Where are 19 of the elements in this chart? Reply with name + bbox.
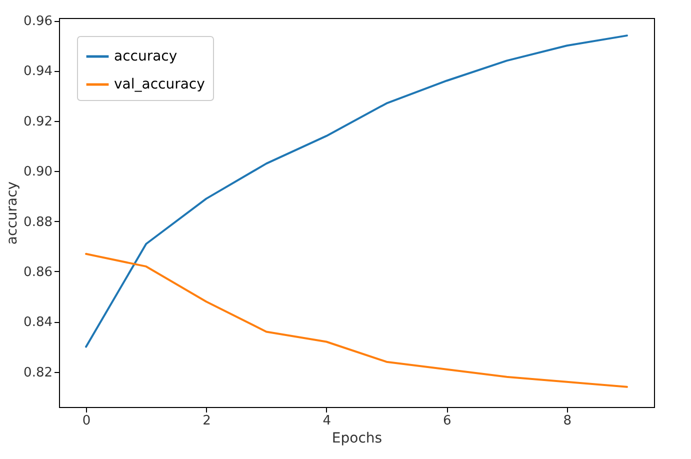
y-tick-label: 0.92 [24,114,52,130]
legend-label: accuracy [114,48,178,64]
line-series [85,34,628,348]
line-series [85,252,628,388]
x-tick-label: 6 [443,414,452,428]
y-tick-label: 0.88 [24,214,52,230]
x-tick-label: 8 [563,414,572,428]
x-tick-label: 4 [322,414,332,428]
y-tick-label: 0.84 [24,315,52,330]
y-axis-title: accuracy [4,181,21,245]
x-tick-label: 2 [202,414,211,428]
y-tick-label: 0.94 [24,64,52,80]
y-tick-label: 0.86 [24,264,52,280]
x-tick-label: 0 [82,414,91,428]
x-axis-title: Epochs [332,430,382,446]
y-tick-label: 0.90 [24,164,52,180]
y-tick-label: 0.82 [24,365,52,380]
y-tick-label: 0.96 [24,14,52,30]
legend-label: val_accuracy [114,76,205,92]
